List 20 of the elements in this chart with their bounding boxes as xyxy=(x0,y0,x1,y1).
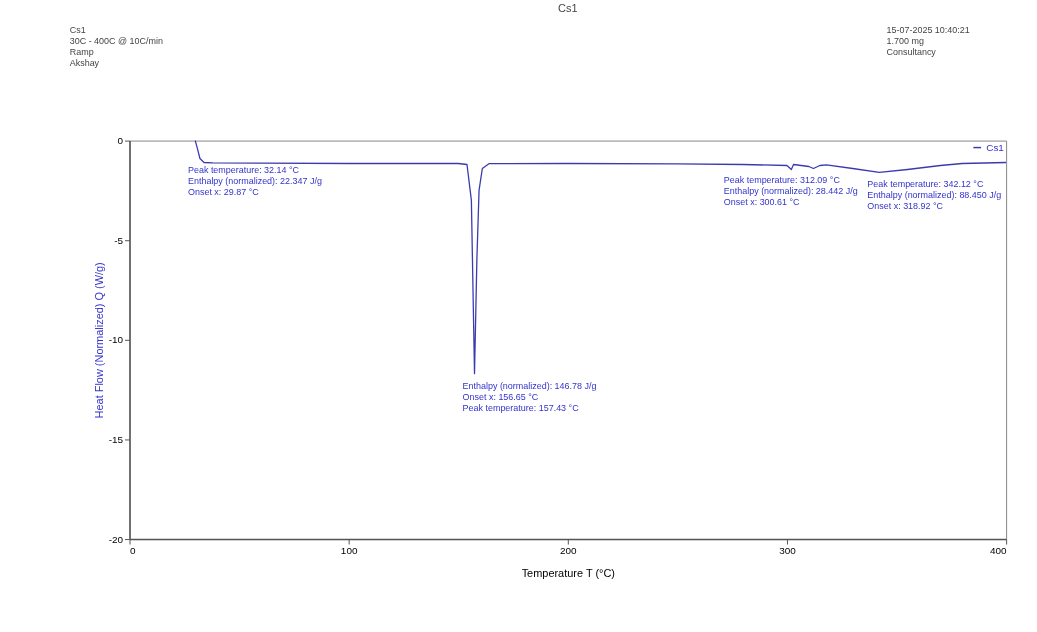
x-tick-label: 0 xyxy=(130,545,136,557)
annotation: Enthalpy (normalized): 146.78 J/g Onset x: 156.65 °C Peak temperature: 157.43 °C xyxy=(462,380,597,413)
x-tick-label: 400 xyxy=(990,545,1008,557)
y-tick-label: 0 xyxy=(117,135,124,147)
x-axis-title: Temperature T (°C) xyxy=(521,567,615,580)
legend-label: Cs1 xyxy=(986,141,1005,153)
x-tick-label: 200 xyxy=(560,545,578,557)
y-tick-label: -10 xyxy=(108,334,124,346)
text: 15-07-2025 10:40:21 1.700 mg Consultancy xyxy=(886,25,970,57)
annotation: Peak temperature: 32.14 °C Enthalpy (normalized): 22.347 J/g Onset x: 29.87 °C xyxy=(187,165,322,198)
y-tick-label: -15 xyxy=(108,433,124,445)
y-tick-label: -5 xyxy=(114,234,124,246)
chart-title: Cs1 xyxy=(558,2,578,15)
annotation: Peak temperature: 342.12 °C Enthalpy (normalized): 88.450 J/g Onset x: 318.92 °C xyxy=(867,179,1002,212)
text: Cs1 30C - 400C @ 10C/min Ramp Akshay xyxy=(69,25,163,68)
x-tick-label: 100 xyxy=(340,545,358,557)
y-axis-title: Heat Flow (Normalized) Q (W/g) xyxy=(92,262,105,419)
x-tick-label: 300 xyxy=(779,545,797,557)
annotation: Peak temperature: 312.09 °C Enthalpy (normalized): 28.442 J/g Onset x: 300.61 °C xyxy=(723,175,858,208)
y-tick-label: -20 xyxy=(108,533,124,545)
